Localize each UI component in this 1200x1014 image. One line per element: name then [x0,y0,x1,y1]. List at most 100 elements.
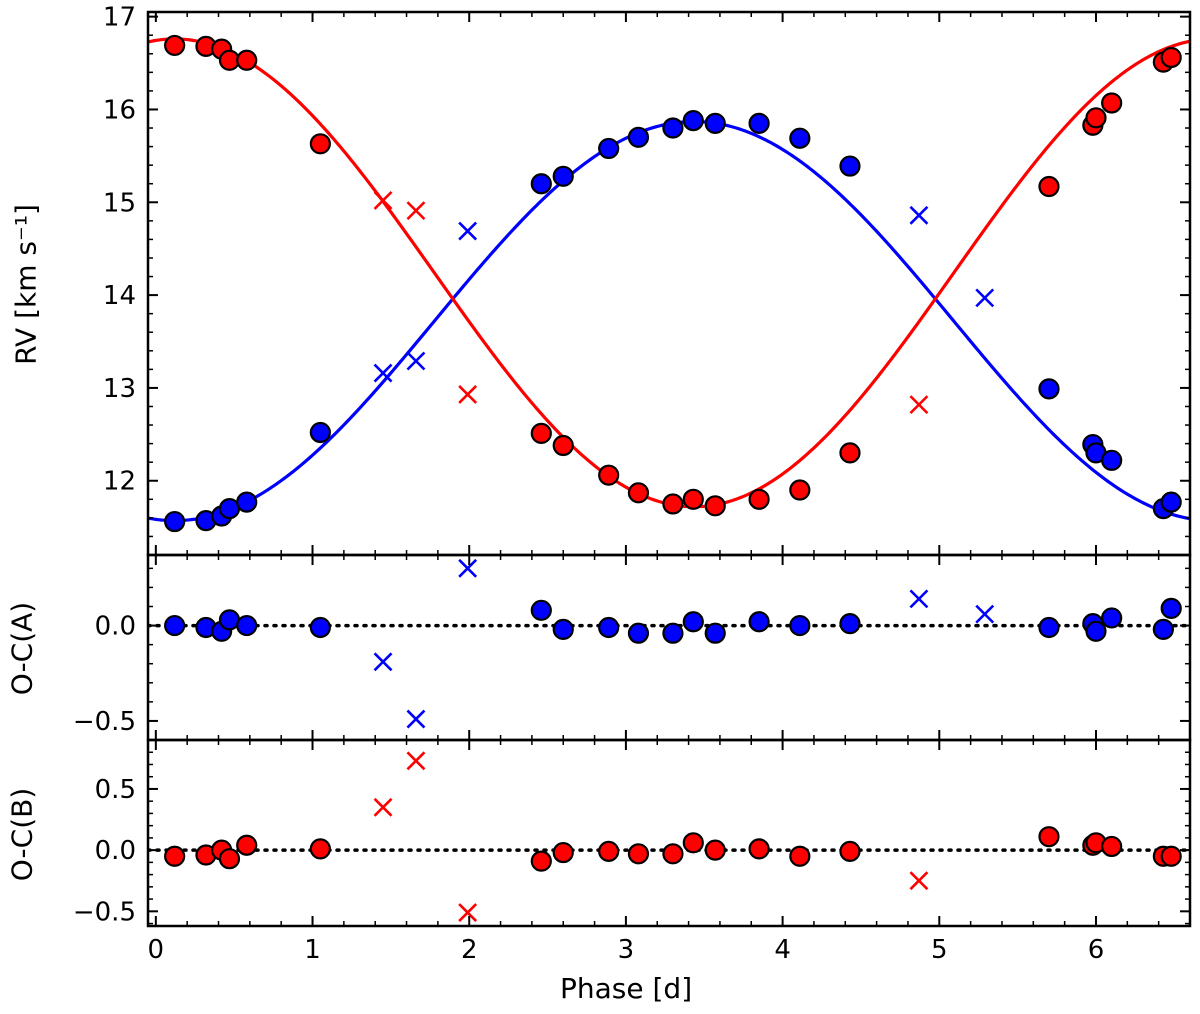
rv-component-a-point [1160,491,1182,513]
rv-component-a-point [552,165,574,187]
rv-component-b-point [627,482,650,504]
rv-component-a-point [682,109,704,132]
x-tick-label: 4 [774,935,791,965]
ocb-o-c-b-point [627,843,650,865]
oca-o-c-a-point [662,622,684,644]
oca-rejected-a-point [373,652,393,672]
rv-component-b-point [1038,175,1060,198]
rv-model-a-curve [148,119,1190,523]
rv-rejected-a-point [909,205,929,225]
rv-component-a-point [748,112,770,134]
oc-a-y-axis-label: O-C(A) [5,601,39,696]
rv-component-a-point [164,510,186,533]
oca-rejected-a-point [909,589,929,609]
rv-component-b-point [789,479,811,501]
rv-component-b-point [236,49,258,71]
ocb-y-tick-label: 0.5 [95,775,136,805]
rv-y-tick-label: 16 [103,95,136,125]
rv-component-b-point [552,434,574,457]
oc-b-panel: −0.5 0.0 0.5 0 1 2 3 4 5 6 [73,738,1192,965]
rv-component-b-point [309,133,331,155]
ocb-rejected-b-point [909,871,929,891]
x-tick-label: 0 [148,935,165,965]
rv-y-tick-label: 15 [103,188,136,218]
x-axis-label: Phase [d] [560,972,693,1005]
rv-component-a-point [704,112,726,134]
x-tick-label: 5 [931,935,948,965]
rv-plot-area [148,34,1190,533]
ocb-o-c-b-point [704,839,726,861]
rv-component-b-point [1160,46,1182,69]
oca-o-c-a-point [682,611,704,633]
ocb-o-c-b-point [662,843,684,865]
rv-component-b-point [598,464,620,486]
oca-o-c-a-point [839,613,861,635]
rv-component-a-point [1101,449,1123,471]
rv-component-b-point [530,422,552,445]
oca-y-tick-label: 0.0 [95,612,136,642]
oca-o-c-a-point [1152,618,1174,640]
rv-rejected-a-point [975,288,995,308]
rv-component-a-point [627,126,650,148]
oca-y-tick-label: −0.5 [73,707,136,737]
rv-y-tick-label: 14 [103,281,136,311]
rv-rejected-a-point [373,363,393,383]
rv-frame [146,10,1192,557]
rv-component-a-point [309,421,331,444]
ocb-y-tick-label: −0.5 [73,897,136,927]
oca-o-c-a-point [1085,620,1107,642]
rv-rejected-a-point [458,221,478,241]
ocb-o-c-b-point [1101,835,1123,858]
ocb-o-c-b-point [789,845,811,867]
oca-o-c-a-point [704,622,726,644]
rv-component-b-point [748,488,770,510]
rv-panel: 12 13 14 15 16 17 [103,3,1192,557]
ocb-frame [146,738,1192,928]
rv-component-a-point [236,491,258,513]
oca-o-c-a-point [552,618,574,640]
oca-o-c-a-point [1160,597,1182,620]
oca-o-c-a-point [218,609,241,631]
oca-o-c-a-point [789,614,811,637]
rv-rejected-b-point [909,395,929,415]
ocb-o-c-b-point [748,838,770,860]
ocb-rejected-b-point [458,903,478,922]
oca-o-c-a-point [1101,607,1123,629]
rv-y-tick-label: 17 [103,3,136,33]
ocb-o-c-b-point [236,834,258,856]
rv-rejected-b-point [458,385,478,404]
ocb-o-c-b-point [682,832,704,854]
oca-o-c-a-point [236,614,258,637]
x-tick-label: 2 [461,935,478,965]
oca-rejected-a-point [975,604,995,624]
x-tick-label: 1 [304,935,321,965]
oca-o-c-a-point [309,616,331,639]
oca-o-c-a-point [627,622,650,644]
oca-rejected-a-point [458,558,478,578]
ocb-o-c-b-point [552,841,574,864]
oca-o-c-a-point [598,616,620,639]
x-tick-label: 3 [618,935,635,965]
oca-o-c-a-point [530,599,552,621]
rv-component-a-point [530,173,552,195]
oca-frame [146,553,1192,742]
rv-y-axis-label: RV [km s⁻¹] [9,204,43,365]
ocb-o-c-b-point [309,838,331,860]
ocb-rejected-b-point [373,797,393,817]
oca-rejected-a-point [406,709,426,729]
ocb-y-tick-label: 0.0 [95,836,136,866]
rv-component-b-point [1085,107,1107,129]
rv-component-b-point [839,442,861,464]
oca-o-c-a-point [748,611,770,633]
rv-component-b-point [704,495,726,517]
rv-component-a-point [789,127,811,149]
ocb-o-c-b-point [164,845,186,867]
rv-rejected-b-point [373,191,393,210]
oc-b-y-axis-label: O-C(B) [5,787,39,882]
ocb-o-c-b-point [1160,845,1182,867]
ocb-o-c-b-point [839,840,861,862]
rv-y-tick-label: 13 [103,374,136,404]
oc-a-panel: −0.5 0.0 [73,553,1192,742]
rv-component-a-point [1038,378,1060,400]
